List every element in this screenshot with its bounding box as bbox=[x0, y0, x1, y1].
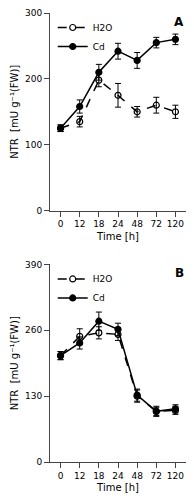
svg-text:0: 0 bbox=[36, 457, 42, 467]
svg-text:NTR [mU g⁻¹(FW)]: NTR [mU g⁻¹(FW)] bbox=[9, 65, 20, 159]
svg-text:120: 120 bbox=[167, 471, 184, 481]
svg-text:H2O: H2O bbox=[93, 23, 113, 33]
svg-text:0: 0 bbox=[58, 219, 64, 229]
svg-text:18: 18 bbox=[93, 219, 105, 229]
svg-text:48: 48 bbox=[131, 219, 143, 229]
svg-text:120: 120 bbox=[167, 219, 184, 229]
svg-text:100: 100 bbox=[25, 140, 42, 150]
svg-text:0: 0 bbox=[36, 206, 42, 216]
svg-text:Time [h]: Time [h] bbox=[96, 482, 139, 493]
svg-text:12: 12 bbox=[74, 471, 85, 481]
svg-text:48: 48 bbox=[131, 471, 143, 481]
svg-text:260: 260 bbox=[25, 325, 42, 335]
svg-text:Cd: Cd bbox=[93, 293, 105, 303]
svg-text:18: 18 bbox=[93, 471, 105, 481]
svg-text:390: 390 bbox=[25, 260, 42, 270]
svg-text:Time [h]: Time [h] bbox=[96, 231, 139, 242]
svg-text:H2O: H2O bbox=[93, 274, 113, 284]
svg-text:24: 24 bbox=[112, 219, 124, 229]
svg-text:300: 300 bbox=[25, 8, 42, 18]
svg-text:200: 200 bbox=[25, 74, 42, 84]
svg-text:72: 72 bbox=[151, 471, 162, 481]
svg-text:Cd: Cd bbox=[93, 42, 105, 52]
svg-text:0: 0 bbox=[58, 471, 64, 481]
svg-text:NTR [mU g⁻¹(FW)]: NTR [mU g⁻¹(FW)] bbox=[9, 316, 20, 410]
svg-text:72: 72 bbox=[151, 219, 162, 229]
svg-text:130: 130 bbox=[25, 391, 42, 401]
svg-text:24: 24 bbox=[112, 471, 124, 481]
svg-text:B: B bbox=[175, 266, 184, 280]
svg-text:A: A bbox=[174, 15, 184, 29]
svg-text:12: 12 bbox=[74, 219, 85, 229]
